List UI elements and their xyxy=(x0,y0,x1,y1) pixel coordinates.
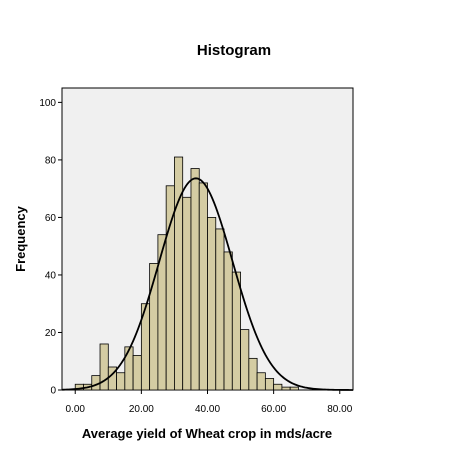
x-tick-label: 60.00 xyxy=(261,404,286,415)
x-axis: 0.00 20.00 40.00 60.00 80.00 xyxy=(65,390,353,415)
y-tick-label: 20 xyxy=(45,328,57,339)
y-axis-label: Frequency xyxy=(13,205,28,272)
x-tick-label: 80.00 xyxy=(327,404,352,415)
y-tick-label: 80 xyxy=(45,155,57,166)
histogram-bar xyxy=(116,372,126,391)
histogram-bar xyxy=(240,329,250,391)
x-tick-label: 40.00 xyxy=(195,404,220,415)
histogram-bar xyxy=(190,168,200,391)
histogram-bar xyxy=(207,217,217,391)
histogram-bar xyxy=(264,378,275,391)
chart-title: Histogram xyxy=(197,42,271,59)
histogram-bar xyxy=(223,251,233,391)
histogram-bar xyxy=(198,182,208,391)
histogram-bar xyxy=(256,372,266,391)
histogram-bar xyxy=(281,386,291,391)
histogram-bar xyxy=(215,228,225,391)
x-tick-label: 0.00 xyxy=(65,404,85,415)
histogram-bar xyxy=(231,271,241,391)
histogram-bar xyxy=(124,346,134,391)
y-tick-label: 40 xyxy=(45,270,57,281)
histogram-bar xyxy=(174,156,184,391)
histogram-bar xyxy=(157,234,167,391)
histogram-bar xyxy=(248,357,258,391)
normal-curve xyxy=(61,177,354,391)
y-tick-label: 0 xyxy=(50,386,56,397)
x-tick-label: 20.00 xyxy=(129,404,154,415)
histogram-bar xyxy=(132,355,142,391)
x-axis-label: Average yield of Wheat crop in mds/acre xyxy=(82,426,332,441)
histogram-bar xyxy=(289,386,299,391)
bars-group xyxy=(74,156,299,391)
y-axis: 0 20 40 60 80 100 xyxy=(39,98,62,397)
histogram-bar xyxy=(182,196,192,391)
histogram-bar xyxy=(273,383,283,391)
y-tick-label: 60 xyxy=(45,213,57,224)
y-tick-label: 100 xyxy=(39,98,56,109)
